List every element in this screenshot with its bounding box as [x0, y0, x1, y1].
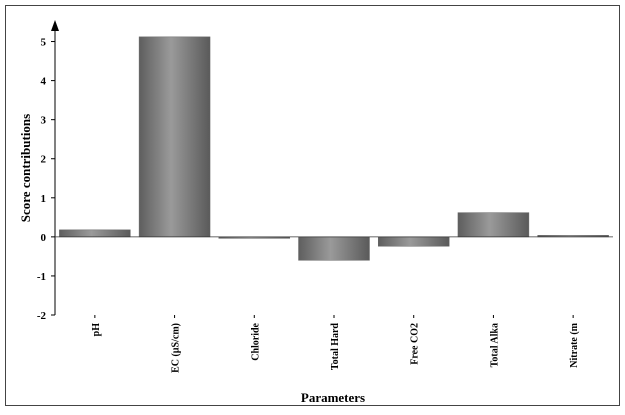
- outer-border: [5, 5, 620, 406]
- x-tick-label-3: Total Hard: [330, 323, 341, 371]
- y-axis-arrow: [51, 20, 59, 31]
- bar-5: [457, 212, 530, 238]
- y-tick-label-0: -2: [37, 310, 47, 322]
- x-tick-label-4: Free CO2: [410, 323, 421, 365]
- y-tick-label-5: 3: [41, 115, 47, 127]
- x-tick-label-1: EC (µS/cm): [171, 323, 182, 373]
- x-tick-label-5: Total Alka: [489, 323, 500, 367]
- y-tick-label-1: -1: [37, 271, 46, 283]
- bar-4: [377, 236, 450, 247]
- x-tick-label-0: pH: [91, 323, 102, 337]
- bar-3: [298, 236, 370, 261]
- x-tick-label-6: Nitrate (m: [569, 322, 580, 367]
- y-tick-label-7: 5: [41, 37, 47, 49]
- x-tick-label-2: Chloride: [250, 322, 261, 360]
- y-tick-label-6: 4: [41, 76, 47, 88]
- x-axis-title: Parameters: [301, 390, 365, 405]
- y-tick-label-3: 1: [41, 193, 47, 205]
- bar-0: [59, 229, 131, 238]
- bar-1: [138, 36, 211, 238]
- y-tick-label-2: 0: [41, 232, 47, 244]
- y-axis-title: Score contributions: [18, 114, 33, 222]
- y-tick-label-4: 2: [41, 154, 47, 166]
